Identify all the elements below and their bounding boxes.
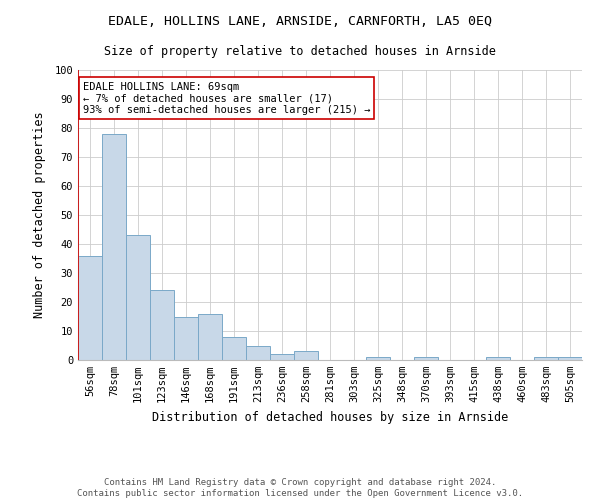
Bar	[414, 357, 438, 360]
Bar	[102, 134, 126, 360]
Text: EDALE HOLLINS LANE: 69sqm
← 7% of detached houses are smaller (17)
93% of semi-d: EDALE HOLLINS LANE: 69sqm ← 7% of detach…	[83, 82, 370, 115]
Bar	[150, 290, 174, 360]
Bar	[246, 346, 270, 360]
Bar	[222, 337, 246, 360]
Bar	[294, 352, 318, 360]
Bar	[126, 236, 150, 360]
Bar	[174, 316, 198, 360]
Bar	[78, 256, 102, 360]
Text: EDALE, HOLLINS LANE, ARNSIDE, CARNFORTH, LA5 0EQ: EDALE, HOLLINS LANE, ARNSIDE, CARNFORTH,…	[108, 15, 492, 28]
Text: Contains HM Land Registry data © Crown copyright and database right 2024.
Contai: Contains HM Land Registry data © Crown c…	[77, 478, 523, 498]
Y-axis label: Number of detached properties: Number of detached properties	[33, 112, 46, 318]
X-axis label: Distribution of detached houses by size in Arnside: Distribution of detached houses by size …	[152, 410, 508, 424]
Bar	[486, 357, 510, 360]
Bar	[366, 357, 390, 360]
Bar	[270, 354, 294, 360]
Bar	[558, 357, 582, 360]
Bar	[198, 314, 222, 360]
Bar	[534, 357, 558, 360]
Text: Size of property relative to detached houses in Arnside: Size of property relative to detached ho…	[104, 45, 496, 58]
